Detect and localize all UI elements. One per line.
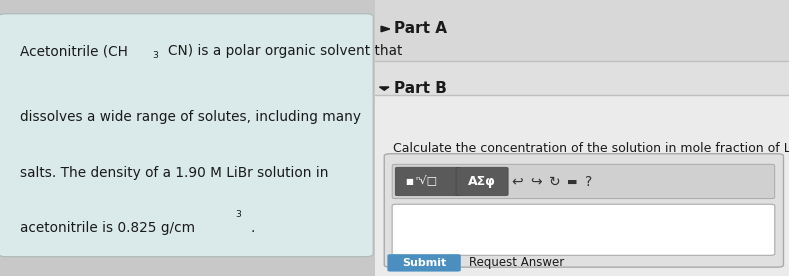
Text: 3: 3 xyxy=(152,51,158,60)
FancyBboxPatch shape xyxy=(395,167,461,196)
Text: Part A: Part A xyxy=(394,22,447,36)
Text: ■: ■ xyxy=(405,177,413,186)
Text: Acetonitrile (CH: Acetonitrile (CH xyxy=(20,44,128,58)
Text: ↻: ↻ xyxy=(549,175,561,189)
Text: ?: ? xyxy=(585,175,593,189)
FancyBboxPatch shape xyxy=(384,154,783,267)
Bar xyxy=(375,95,789,276)
Text: 3: 3 xyxy=(235,210,241,219)
Text: .: . xyxy=(250,221,255,235)
FancyBboxPatch shape xyxy=(0,14,373,257)
Text: Request Answer: Request Answer xyxy=(469,256,565,269)
Text: Calculate the concentration of the solution in mole fraction of LiBr.: Calculate the concentration of the solut… xyxy=(393,142,789,155)
FancyBboxPatch shape xyxy=(392,204,775,255)
Bar xyxy=(375,0,789,276)
Text: ▬: ▬ xyxy=(567,177,577,187)
FancyBboxPatch shape xyxy=(456,167,508,196)
Text: ↩: ↩ xyxy=(511,175,523,189)
Text: Submit: Submit xyxy=(402,258,447,268)
FancyBboxPatch shape xyxy=(392,164,775,199)
Text: ↪: ↪ xyxy=(530,175,542,189)
Polygon shape xyxy=(380,87,389,90)
Text: ΑΣφ: ΑΣφ xyxy=(468,175,496,188)
Text: Part B: Part B xyxy=(394,81,447,96)
Text: dissolves a wide range of solutes, including many: dissolves a wide range of solutes, inclu… xyxy=(20,110,361,124)
Polygon shape xyxy=(381,26,390,32)
FancyBboxPatch shape xyxy=(387,254,461,272)
Text: salts. The density of a 1.90 M LiBr solution in: salts. The density of a 1.90 M LiBr solu… xyxy=(20,166,328,180)
Text: CN) is a polar organic solvent that: CN) is a polar organic solvent that xyxy=(168,44,402,58)
Text: acetonitrile is 0.825 g/cm: acetonitrile is 0.825 g/cm xyxy=(20,221,195,235)
Bar xyxy=(375,0,789,61)
Text: ⁿ√□: ⁿ√□ xyxy=(416,174,438,185)
